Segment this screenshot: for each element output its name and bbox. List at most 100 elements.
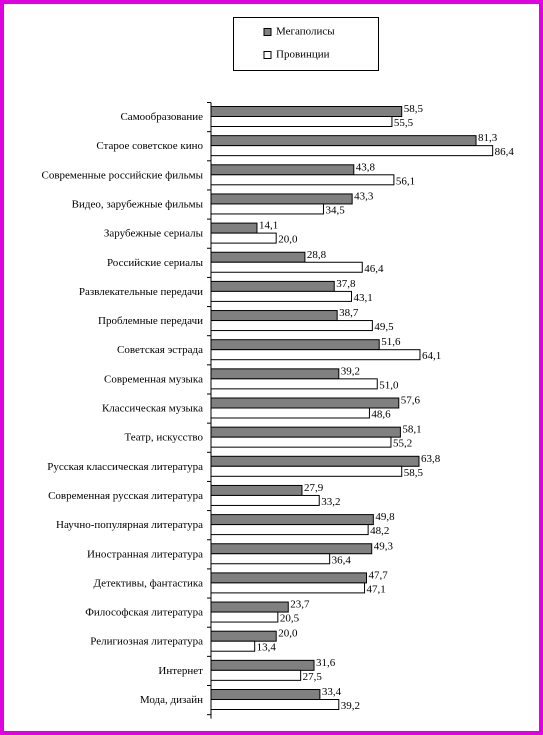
category-label: Религиозная литература: [90, 636, 203, 648]
data-label: 48,6: [371, 409, 391, 421]
data-label: 38,7: [339, 307, 359, 319]
category-label: Иностранная литература: [87, 548, 203, 560]
bar: [210, 378, 378, 390]
data-label: 14,1: [259, 220, 278, 232]
data-label: 47,7: [369, 569, 389, 581]
data-label: 23,7: [290, 599, 310, 611]
bar: [210, 193, 353, 205]
data-label: 49,5: [374, 321, 394, 333]
bar: [210, 572, 368, 584]
data-label: 56,1: [396, 175, 415, 187]
bar: [210, 145, 494, 157]
category-label: Старое советское кино: [96, 140, 203, 152]
category-label: Научно-популярная литература: [56, 519, 203, 531]
bar: [210, 659, 315, 671]
bar: [210, 689, 321, 700]
bar: [210, 290, 353, 302]
data-label: 39,2: [341, 700, 360, 712]
data-label: 63,8: [421, 453, 441, 465]
bar: [210, 465, 403, 477]
bar: [210, 164, 355, 176]
category-label: Мода, дизайн: [140, 694, 203, 706]
data-label: 20,0: [278, 234, 298, 246]
data-label: 13,4: [257, 642, 277, 654]
bar: [210, 582, 366, 594]
legend-swatch: [263, 51, 272, 59]
category-label: Современная музыка: [104, 373, 203, 385]
data-label: 57,6: [401, 395, 421, 407]
bar: [210, 436, 392, 448]
data-label: 51,6: [381, 336, 401, 348]
category-label: Российские сериалы: [107, 257, 204, 269]
category-label: Самообразование: [120, 111, 203, 123]
data-label: 27,9: [304, 482, 324, 494]
bar: [210, 320, 373, 332]
category-label: Современные российские фильмы: [42, 169, 204, 181]
bar: [210, 484, 303, 496]
data-label: 58,5: [404, 103, 424, 115]
bar: [210, 368, 340, 380]
bar: [210, 407, 370, 419]
data-label: 86,4: [495, 146, 515, 158]
bar: [210, 640, 256, 652]
bar: [210, 630, 277, 642]
bar: [210, 106, 403, 117]
data-label: 43,8: [356, 161, 376, 173]
data-label: 20,5: [280, 613, 300, 625]
category-label: Зарубежные сериалы: [104, 228, 204, 240]
data-label: 49,3: [374, 540, 394, 552]
category-label: Видео, зарубежные фильмы: [72, 198, 204, 210]
data-label: 81,3: [478, 132, 498, 144]
bar: [210, 310, 338, 322]
bar: [210, 251, 306, 263]
category-label: Классическая музыка: [102, 403, 203, 415]
bar: [210, 116, 393, 127]
bar: [210, 339, 380, 351]
bar: [210, 611, 279, 623]
bar: [210, 135, 477, 147]
bar: [210, 232, 277, 244]
bar: [210, 543, 373, 555]
legend-label: Провинции: [276, 49, 330, 61]
legend-label: Мегаполисы: [276, 26, 335, 38]
category-label: Философская литература: [85, 607, 203, 619]
category-label: Театр, искусство: [124, 432, 203, 444]
category-label: Русская классическая литература: [47, 461, 203, 473]
bar: [210, 494, 320, 506]
category-label: Современная русская литература: [48, 490, 203, 502]
data-label: 43,3: [354, 190, 374, 202]
data-label: 27,5: [303, 671, 323, 683]
bar: [210, 601, 289, 613]
bar: [210, 203, 324, 215]
data-label: 36,4: [332, 554, 352, 566]
category-label: Проблемные передачи: [98, 315, 203, 327]
data-label: 47,1: [367, 583, 386, 595]
bar: [210, 455, 420, 467]
bar: [210, 699, 340, 710]
legend-swatch: [263, 28, 272, 36]
data-label: 37,8: [336, 278, 356, 290]
bar: [210, 524, 369, 536]
data-label: 64,1: [422, 350, 441, 362]
data-label: 51,0: [379, 379, 399, 391]
data-label: 33,2: [321, 496, 340, 508]
data-label: 28,8: [307, 249, 327, 261]
bar: [210, 222, 258, 234]
data-label: 33,4: [322, 686, 342, 698]
bar: [210, 280, 335, 292]
bar: [210, 397, 400, 409]
category-label: Интернет: [158, 665, 203, 677]
data-label: 39,2: [341, 365, 360, 377]
category-label: Советская эстрада: [117, 344, 203, 356]
bar: [210, 514, 374, 526]
bar: [210, 426, 401, 438]
data-label: 48,2: [370, 525, 389, 537]
category-label: Развлекательные передачи: [79, 286, 203, 298]
data-label: 31,6: [316, 657, 336, 669]
legend: [233, 17, 379, 71]
bar: [210, 261, 363, 273]
data-label: 46,4: [364, 263, 384, 275]
data-label: 43,1: [354, 292, 373, 304]
